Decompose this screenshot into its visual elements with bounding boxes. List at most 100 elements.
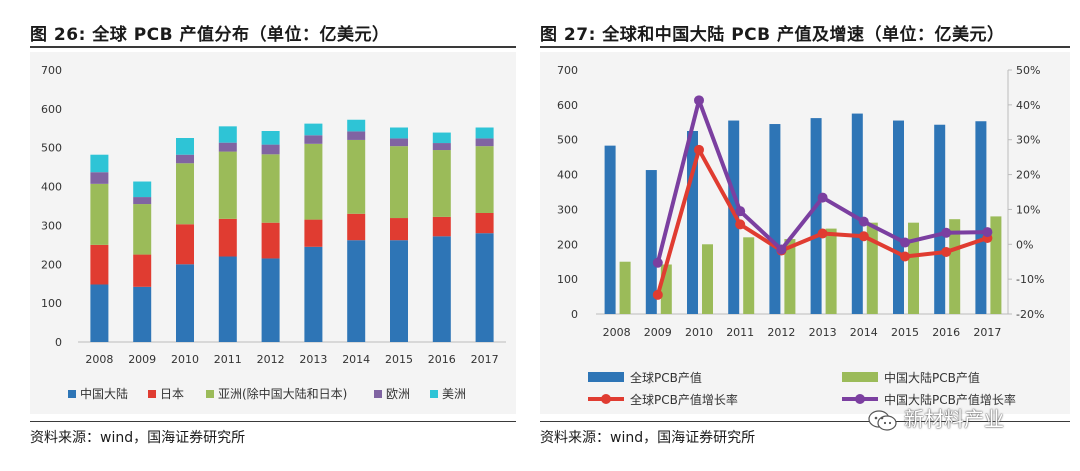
x-tick-label: 2016 (428, 353, 456, 366)
bar-1 (743, 237, 755, 314)
y-tick-label: 400 (557, 169, 578, 182)
x-tick-label: 2017 (471, 353, 499, 366)
bar-segment-3 (133, 197, 152, 205)
bar-segment-2 (176, 163, 194, 225)
bar-segment-1 (475, 212, 494, 234)
bar-1 (619, 261, 631, 314)
bar-segment-3 (261, 144, 280, 155)
line-point-0 (652, 289, 663, 300)
legend-label-1: 中国大陆PCB产值 (884, 370, 980, 385)
x-tick-label: 2011 (214, 353, 242, 366)
line-point-0 (900, 251, 910, 262)
line-point-0 (858, 231, 869, 242)
y2-tick-label: -10% (1016, 273, 1044, 286)
bar-0 (769, 124, 781, 315)
bar-segment-2 (133, 204, 152, 255)
x-tick-label: 2010 (685, 326, 713, 339)
y-tick-label: 100 (557, 273, 578, 286)
bar-segment-1 (347, 213, 366, 241)
bar-1 (949, 219, 961, 314)
bar-0 (975, 121, 987, 315)
bar-segment-3 (475, 138, 494, 147)
bar-segment-0 (347, 240, 366, 342)
left-figure-title: 图 26: 全球 PCB 产值分布（单位：亿美元） (30, 25, 390, 45)
bar-0 (810, 118, 822, 314)
bar-segment-4 (304, 123, 323, 136)
bar-0 (645, 170, 657, 314)
wechat-icon (868, 409, 897, 431)
legend-label-0: 全球PCB产值 (630, 370, 702, 385)
x-tick-label: 2012 (767, 326, 795, 339)
bar-segment-3 (176, 154, 194, 164)
legend-swatch-3 (374, 390, 382, 398)
bar-0 (728, 120, 740, 315)
left-source-text: 资料来源：wind，国海证券研究所 (30, 430, 246, 446)
bar-0 (687, 131, 698, 314)
x-tick-label: 2015 (891, 326, 919, 339)
line-point-1 (694, 95, 704, 106)
bar-segment-4 (432, 132, 451, 144)
bar-segment-3 (218, 142, 237, 152)
bar-segment-4 (133, 181, 152, 198)
line-point-0 (941, 246, 952, 257)
y-tick-label: 200 (41, 258, 62, 271)
bar-segment-1 (133, 254, 152, 287)
line-point-1 (858, 216, 869, 227)
right-bottom-rule (540, 421, 1070, 422)
bar-segment-4 (475, 127, 494, 139)
right-title-rule (540, 46, 1070, 48)
bar-segment-2 (390, 146, 408, 219)
y-tick-label: 100 (41, 297, 62, 310)
left-bottom-rule (30, 421, 516, 422)
bar-1 (784, 239, 796, 314)
bar-segment-1 (261, 222, 280, 259)
x-tick-label: 2009 (128, 353, 156, 366)
bar-1 (908, 222, 919, 314)
y-tick-label: 400 (41, 181, 62, 194)
bar-segment-0 (176, 264, 194, 342)
bar-segment-0 (133, 286, 152, 342)
bar-segment-0 (261, 258, 280, 342)
line-point-1 (982, 227, 993, 238)
right-figure: 图 27: 全球和中国大陆 PCB 产值及增速（单位：亿美元） 0 100 200 3… (530, 0, 1080, 471)
y-tick-label: 700 (41, 64, 62, 77)
y2-tick-label: 40% (1016, 99, 1040, 112)
line-point-0 (817, 228, 828, 239)
legend-label-2: 亚洲(除中国大陆和日本) (218, 386, 347, 401)
right-chart-area: 0 100 200 300 400 500 600 700 -20% -10% 0% 10% 20% 30… (540, 52, 1070, 414)
bar-segment-0 (304, 246, 323, 342)
legend-label-0: 中国大陆 (80, 386, 128, 401)
bar-segment-2 (475, 146, 494, 213)
bar-segment-2 (347, 139, 366, 214)
y-tick-label: 600 (557, 99, 578, 112)
x-tick-label: 2013 (809, 326, 837, 339)
legend-label-4: 美洲 (442, 387, 466, 401)
watermark-text: 新材料产业 (904, 407, 1004, 431)
x-tick-label: 2013 (299, 353, 327, 366)
watermark: 新材料产业 (868, 403, 1004, 433)
left-chart-area: 0 100 200 300 400 500 600 700 2008 2009 2010 2011 20… (30, 52, 516, 414)
legend-swatch-0 (588, 372, 624, 382)
x-tick-label: 2011 (726, 326, 754, 339)
bar-segment-1 (304, 219, 323, 247)
legend-swatch-1 (842, 372, 878, 382)
bar-1 (702, 244, 713, 314)
bar-segment-2 (304, 143, 323, 220)
x-tick-label: 2014 (342, 353, 370, 366)
y2-tick-label: 30% (1016, 134, 1040, 147)
y-tick-label: 300 (557, 203, 578, 216)
right-figure-title: 图 27: 全球和中国大陆 PCB 产值及增速（单位：亿美元） (540, 25, 1005, 45)
bar-segment-2 (90, 183, 109, 245)
line-point-1 (652, 257, 663, 268)
line-point-1 (776, 244, 787, 255)
right-source-text: 资料来源：wind，国海证券研究所 (540, 430, 756, 446)
legend-label-3: 欧洲 (386, 387, 410, 401)
x-tick-label: 2008 (85, 353, 113, 366)
line-point-1 (900, 237, 910, 248)
bar-segment-3 (90, 172, 109, 184)
y2-tick-label: 50% (1016, 64, 1040, 77)
bar-segment-1 (176, 224, 194, 265)
bar-segment-2 (218, 151, 237, 219)
bar-segment-1 (390, 218, 408, 241)
bar-segment-4 (347, 119, 366, 132)
